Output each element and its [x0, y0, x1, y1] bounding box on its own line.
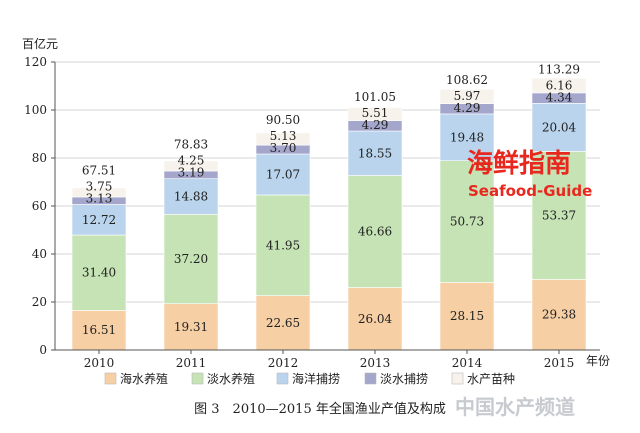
y-axis-ticks: 0 20 40 60 80 100 120	[24, 55, 55, 357]
bar-segment	[347, 107, 403, 122]
legend-item-label: 水产苗种	[467, 372, 515, 386]
segment-value-label: 3.75	[86, 179, 113, 193]
segment-value-label: 4.25	[178, 154, 205, 168]
total-value-label: 101.05	[354, 90, 396, 104]
bar-segment	[163, 160, 219, 172]
segment-value-label: 29.38	[542, 308, 576, 322]
y-tick-label: 20	[32, 295, 47, 309]
bar-segment	[71, 234, 127, 311]
watermark-brand-cn: 海鲜指南	[467, 149, 571, 179]
legend-swatch	[104, 372, 117, 385]
data-labels: 16.51 31.40 12.72 3.133.75 67.51 19.31 37.20 14…	[82, 62, 580, 337]
segment-value-label: 6.16	[546, 78, 573, 92]
x-tick-label: 2010	[84, 356, 115, 370]
x-axis-unit-label: 年份	[586, 354, 610, 368]
segment-value-label: 26.04	[358, 312, 393, 326]
total-value-label: 90.50	[266, 113, 300, 127]
watermark-brand-en: Seafood-Guide	[468, 182, 592, 200]
bar-segment	[531, 103, 587, 152]
segment-value-label: 5.51	[362, 106, 389, 120]
x-tick-label: 2014	[452, 356, 483, 370]
legend-item-label: 海洋捕捞	[292, 371, 340, 386]
segment-value-label: 3.19	[178, 166, 205, 180]
segment-value-label: 31.40	[82, 266, 116, 280]
legend: 海水养殖 淡水养殖 海洋捕捞 淡水捕捞 水产苗种	[104, 371, 515, 386]
segment-value-label: 5.97	[454, 89, 481, 103]
segment-value-label: 5.13	[270, 129, 297, 143]
legend-swatch	[451, 372, 464, 385]
total-value-label: 108.62	[446, 73, 488, 87]
segment-value-label: 20.04	[542, 120, 577, 134]
y-tick-label: 0	[39, 343, 47, 357]
bar-segment	[255, 295, 311, 351]
legend-item-label: 淡水捕捞	[380, 371, 428, 386]
bar-segment	[255, 153, 311, 196]
x-tick-label: 2015	[544, 356, 575, 370]
bar-segment	[347, 130, 403, 176]
legend-item-label: 海水养殖	[120, 371, 168, 386]
x-tick-label: 2011	[176, 356, 207, 370]
figure-caption: 图 3 2010—2015 年全国渔业产值及构成	[194, 401, 446, 417]
legend-swatch	[276, 372, 289, 385]
y-tick-label: 80	[32, 151, 47, 165]
bar-segment	[439, 113, 495, 161]
bar-segment	[71, 204, 127, 236]
segment-value-label: 4.29	[362, 118, 389, 132]
bar-segment	[531, 77, 587, 94]
segment-value-label: 4.29	[454, 101, 481, 115]
bar-segment	[439, 89, 495, 104]
y-tick-label: 120	[24, 55, 47, 69]
total-value-label: 113.29	[538, 62, 580, 76]
bar-segment	[439, 282, 495, 351]
segment-value-label: 50.73	[450, 215, 484, 229]
site-watermark: 中国水产频道	[455, 395, 575, 419]
segment-value-label: 19.48	[450, 130, 484, 144]
bar-segment	[531, 151, 587, 280]
bar-stacks	[71, 77, 587, 351]
bar-segment	[347, 175, 403, 288]
x-tick-label: 2012	[268, 356, 299, 370]
segment-value-label: 41.95	[266, 238, 300, 252]
legend-swatch	[191, 372, 204, 385]
segment-value-label: 53.37	[542, 208, 576, 222]
bar-segment	[71, 187, 127, 198]
segment-value-label: 12.72	[82, 213, 116, 227]
segment-value-label: 28.15	[450, 309, 484, 323]
segment-value-label: 18.55	[358, 146, 392, 160]
bar-segment	[439, 160, 495, 283]
total-value-label: 67.51	[82, 163, 116, 177]
segment-value-label: 37.20	[174, 252, 208, 266]
bar-segment	[255, 132, 311, 146]
gridlines	[55, 61, 600, 303]
legend-item-label: 淡水养殖	[207, 371, 255, 386]
y-tick-label: 40	[32, 247, 47, 261]
segment-value-label: 17.07	[266, 167, 300, 181]
segment-value-label: 3.70	[270, 141, 297, 155]
segment-value-label: 3.13	[86, 191, 113, 205]
bar-segment	[531, 279, 587, 351]
segment-value-label: 16.51	[82, 323, 116, 337]
y-tick-label: 60	[32, 199, 47, 213]
seafood-guide-watermark: 海鲜指南 Seafood-Guide	[467, 149, 592, 200]
bar-segment	[163, 178, 219, 215]
legend-swatch	[364, 372, 377, 385]
x-axis-ticks: 2010 2011 2012 2013 2014 2015	[84, 350, 575, 370]
segment-value-label: 14.88	[174, 190, 208, 204]
segment-value-label: 22.65	[266, 316, 300, 330]
segment-value-label: 19.31	[174, 320, 208, 334]
x-tick-label: 2013	[360, 356, 391, 370]
segment-value-label: 4.34	[546, 90, 573, 104]
total-value-label: 78.83	[174, 138, 208, 152]
y-tick-label: 100	[24, 103, 47, 117]
segment-value-label: 46.66	[358, 225, 392, 239]
y-axis-unit-label: 百亿元	[22, 36, 58, 51]
